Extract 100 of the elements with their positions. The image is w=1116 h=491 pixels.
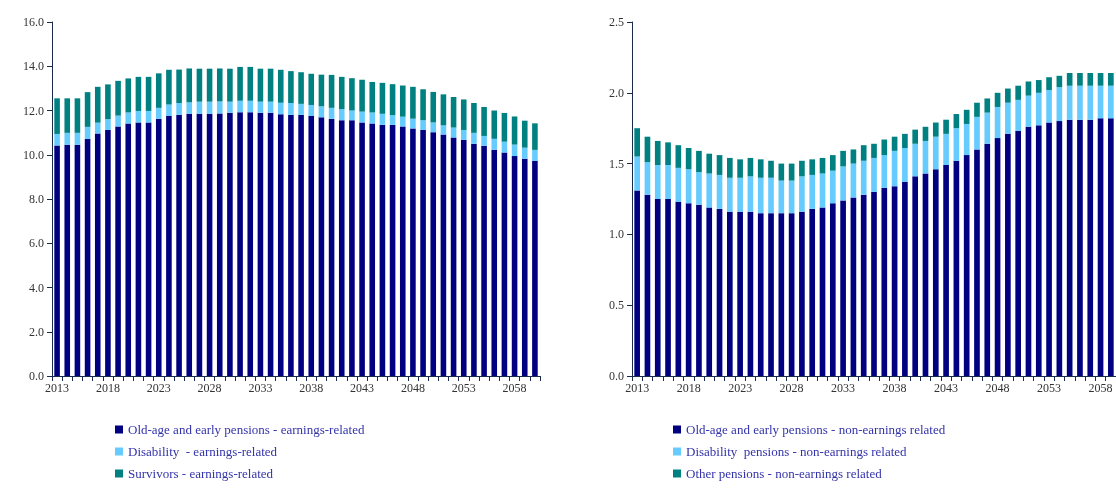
bar	[308, 116, 315, 376]
bar	[1077, 85, 1083, 120]
bar	[809, 208, 816, 376]
bar	[196, 68, 203, 102]
bar	[902, 182, 908, 376]
y-tick-label: 1.5	[609, 156, 624, 171]
bar	[501, 112, 508, 142]
bar	[521, 158, 528, 376]
bar	[338, 120, 345, 376]
bar	[1108, 85, 1114, 119]
x-tick-label: 2023	[728, 381, 753, 395]
bar	[706, 153, 713, 174]
bar	[74, 132, 81, 145]
bar	[799, 211, 805, 376]
bar	[1087, 72, 1094, 86]
bar	[799, 176, 805, 212]
bar	[105, 84, 111, 120]
bar	[675, 145, 682, 168]
bar	[768, 160, 774, 178]
y-tick-label: 4.0	[29, 280, 44, 295]
bar	[809, 159, 816, 175]
bar	[943, 119, 949, 134]
x-tick-label: 2048	[985, 381, 1010, 395]
bar	[665, 165, 671, 199]
bar	[308, 73, 315, 105]
bar	[768, 177, 774, 214]
x-tick-label: 2033	[831, 381, 856, 395]
bar	[460, 99, 467, 130]
legend-label: Other pensions - non-earnings related	[686, 466, 883, 481]
bar	[665, 199, 671, 376]
bar	[1046, 89, 1052, 123]
bar	[521, 147, 528, 159]
bar	[430, 122, 437, 133]
bar	[778, 180, 785, 214]
bar	[440, 125, 447, 135]
bar	[216, 68, 223, 102]
bar	[809, 174, 816, 209]
bar	[155, 107, 162, 119]
x-tick-label: 2028	[197, 381, 222, 395]
bar	[440, 94, 447, 126]
bar	[237, 66, 243, 101]
x-tick-label: 2058	[502, 381, 527, 395]
y-tick-label: 0.0	[609, 369, 624, 383]
x-tick-label: 2018	[95, 381, 120, 395]
bar	[501, 141, 508, 153]
bar	[1097, 72, 1104, 86]
y-tick-label: 8.0	[29, 192, 44, 206]
bar	[450, 137, 457, 376]
bar	[410, 128, 416, 376]
y-tick-label: 2.5	[609, 15, 624, 29]
bar	[349, 78, 355, 111]
bar	[922, 140, 929, 174]
bar	[389, 115, 396, 125]
bar	[963, 155, 970, 376]
bar	[532, 123, 538, 150]
bar	[206, 68, 213, 102]
bar	[665, 142, 671, 166]
bar	[737, 159, 743, 178]
bar	[644, 162, 651, 195]
bar	[706, 173, 713, 208]
bar	[369, 123, 376, 376]
bar	[318, 117, 325, 376]
y-tick-label: 0.0	[29, 369, 44, 383]
bar	[64, 132, 71, 145]
bar	[984, 143, 991, 376]
bar	[1087, 119, 1094, 376]
bar	[829, 155, 836, 171]
bar	[840, 150, 846, 167]
bar	[145, 122, 152, 376]
bar	[974, 149, 980, 376]
bar	[84, 92, 91, 127]
bar	[430, 91, 437, 123]
bar	[64, 98, 71, 133]
bar	[819, 157, 826, 174]
x-tick-label: 2038	[299, 381, 324, 395]
bar	[1108, 72, 1114, 86]
legend-label: Survivors - earnings-related	[128, 466, 274, 481]
bar	[974, 102, 980, 117]
bar	[430, 132, 437, 376]
x-tick-label: 2048	[400, 381, 425, 395]
bar	[1005, 133, 1011, 376]
bar	[1108, 118, 1114, 376]
bar	[115, 126, 121, 376]
bar	[125, 112, 132, 124]
bar	[521, 120, 528, 148]
bar	[176, 114, 182, 376]
legend-label: Old-age and early pensions - non-earnings related	[686, 422, 946, 437]
x-tick-label: 2053	[451, 381, 476, 395]
bar	[277, 114, 284, 376]
bar	[420, 120, 426, 130]
y-tick-label: 10.0	[23, 147, 44, 162]
bar	[237, 112, 243, 376]
x-tick-label: 2013	[45, 381, 70, 395]
bar	[227, 112, 233, 376]
bar	[277, 102, 284, 115]
y-tick-label: 16.0	[23, 15, 44, 29]
bar	[288, 71, 294, 103]
bar	[277, 69, 284, 103]
bar	[135, 122, 142, 376]
bar	[166, 116, 172, 376]
